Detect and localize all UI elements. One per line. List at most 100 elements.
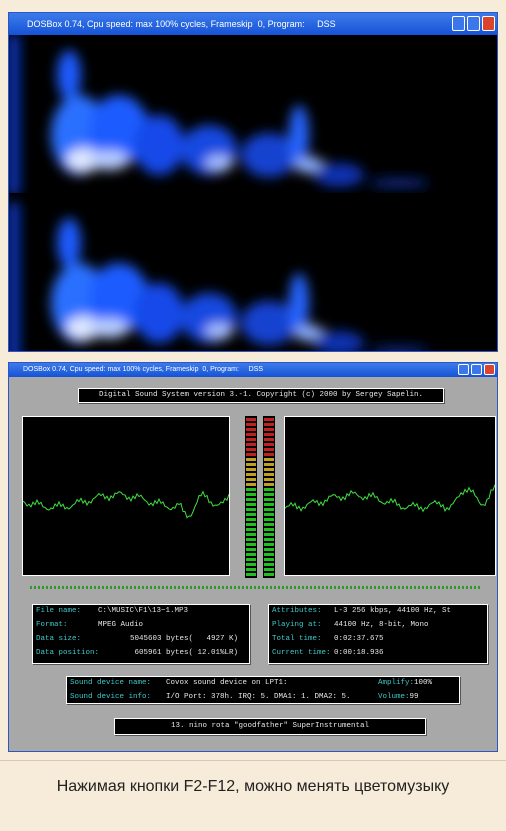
- vu-segment: [246, 488, 256, 491]
- progress-dot: [230, 586, 232, 589]
- info-row: Data position: 605961 bytes( 12.01%LR): [33, 647, 249, 661]
- vu-segment: [246, 533, 256, 536]
- progress-dot: [402, 586, 404, 589]
- vu-segment: [246, 428, 256, 431]
- progress-dot: [122, 586, 124, 589]
- info-value: 99: [409, 693, 419, 702]
- close-button[interactable]: [484, 364, 495, 375]
- window-title: DOSBox 0.74, Cpu speed: max 100% cycles,…: [23, 366, 264, 373]
- info-label: Sound device name:: [70, 679, 152, 688]
- progress-dot: [418, 586, 420, 589]
- info-value: 100%: [414, 679, 433, 688]
- vu-segment: [246, 438, 256, 441]
- info-label: Sound device info:: [70, 693, 152, 702]
- vu-segment: [264, 418, 274, 421]
- progress-dot: [346, 586, 348, 589]
- vu-segment: [246, 423, 256, 426]
- minimize-button[interactable]: [458, 364, 469, 375]
- info-value: 0:02:37.675: [334, 635, 384, 644]
- vu-segment: [264, 458, 274, 461]
- progress-dot: [262, 586, 264, 589]
- progress-dot: [198, 586, 200, 589]
- vu-segment: [246, 508, 256, 511]
- maximize-button[interactable]: [471, 364, 482, 375]
- progress-dot: [210, 586, 212, 589]
- vu-segment: [264, 518, 274, 521]
- info-row: Current time: 0:00:18.936: [269, 647, 487, 661]
- progress-dot: [302, 586, 304, 589]
- waveform: [284, 484, 496, 513]
- title-bar: DOSBox 0.74, Cpu speed: max 100% cycles,…: [9, 13, 497, 35]
- info-label: Volume:: [378, 693, 410, 702]
- progress-dot: [238, 586, 240, 589]
- progress-dot: [410, 586, 412, 589]
- vu-segment: [264, 563, 274, 566]
- progress-dot: [46, 586, 48, 589]
- progress-dot: [106, 586, 108, 589]
- progress-dot: [174, 586, 176, 589]
- progress-dot: [114, 586, 116, 589]
- progress-dot: [442, 586, 444, 589]
- vu-segment: [264, 498, 274, 501]
- vu-segment: [264, 553, 274, 556]
- progress-dot: [318, 586, 320, 589]
- progress-dot: [298, 586, 300, 589]
- info-value: I/O Port: 378h. IRQ: 5. DMA1: 1. DMA2: 5…: [166, 693, 351, 702]
- progress-dot: [126, 586, 128, 589]
- oscilloscope: [284, 416, 496, 576]
- vu-segment: [246, 538, 256, 541]
- vu-segment: [246, 483, 256, 486]
- progress-dot: [434, 586, 436, 589]
- progress-dot: [430, 586, 432, 589]
- vu-segment: [264, 538, 274, 541]
- vu-segment: [264, 488, 274, 491]
- progress-dot: [142, 586, 144, 589]
- progress-dot: [82, 586, 84, 589]
- vu-segment: [264, 423, 274, 426]
- progress-dot: [178, 586, 180, 589]
- dosbox-window: DOSBox 0.74, Cpu speed: max 100% cycles,…: [8, 12, 498, 352]
- progress-dot: [218, 586, 220, 589]
- progress-dot: [438, 586, 440, 589]
- info-row: Attributes: L-3 256 kbps, 44100 Hz, St: [269, 605, 487, 619]
- maximize-button[interactable]: [467, 16, 480, 31]
- progress-dot: [466, 586, 468, 589]
- info-label: Data position:: [36, 649, 100, 658]
- info-row: Sound device name: Covox sound device on …: [67, 677, 459, 691]
- vu-segment: [264, 473, 274, 476]
- window-title: DOSBox 0.74, Cpu speed: max 100% cycles,…: [27, 19, 336, 29]
- vu-segment: [246, 493, 256, 496]
- info-row: Total time: 0:02:37.675: [269, 633, 487, 647]
- progress-dot: [462, 586, 464, 589]
- progress-dot: [78, 586, 80, 589]
- close-button[interactable]: [482, 16, 495, 31]
- vu-segment: [264, 443, 274, 446]
- progress-dot: [110, 586, 112, 589]
- progress-dot: [454, 586, 456, 589]
- info-row: Sound device info: I/O Port: 378h. IRQ: 5…: [67, 691, 459, 705]
- progress-dot: [74, 586, 76, 589]
- progress-dot: [394, 586, 396, 589]
- info-row: Data size: 5045603 bytes( 4927 K): [33, 633, 249, 647]
- progress-dot: [382, 586, 384, 589]
- play-info-panel: Attributes: L-3 256 kbps, 44100 Hz, St Pla…: [268, 604, 488, 664]
- waveform-line: [284, 484, 496, 513]
- progress-dot: [54, 586, 56, 589]
- waveform: [22, 490, 230, 519]
- progress-dot: [306, 586, 308, 589]
- vu-segment: [264, 568, 274, 571]
- progress-dot: [282, 586, 284, 589]
- vu-segment: [246, 433, 256, 436]
- progress-dot: [162, 586, 164, 589]
- progress-dot: [182, 586, 184, 589]
- progress-dot: [354, 586, 356, 589]
- progress-dot: [86, 586, 88, 589]
- vu-segment: [246, 528, 256, 531]
- progress-dot: [474, 586, 476, 589]
- vu-segment: [264, 543, 274, 546]
- minimize-button[interactable]: [452, 16, 465, 31]
- progress-dot: [134, 586, 136, 589]
- progress-dot: [358, 586, 360, 589]
- vu-segment: [246, 498, 256, 501]
- vu-segment: [264, 548, 274, 551]
